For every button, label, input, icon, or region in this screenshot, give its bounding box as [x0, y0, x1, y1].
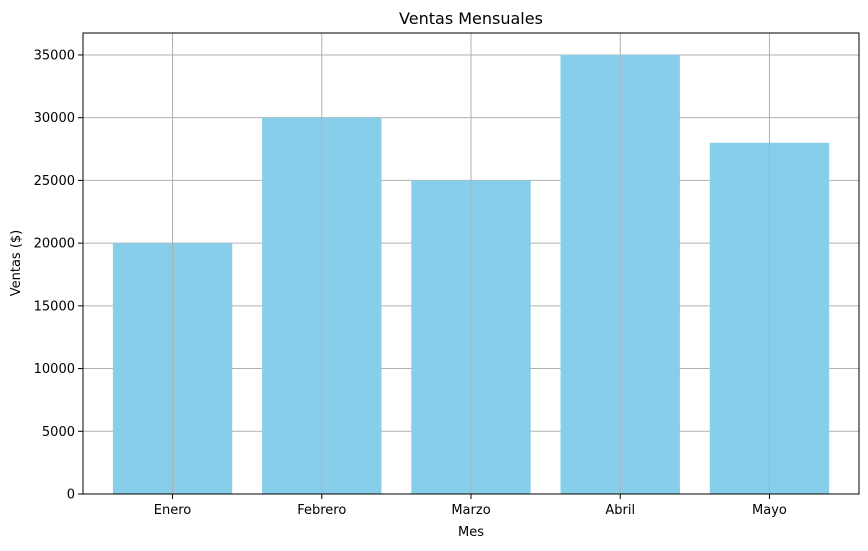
- x-tick-label: Marzo: [451, 503, 490, 518]
- x-tick-label: Enero: [154, 503, 192, 518]
- x-tick-label: Febrero: [297, 503, 346, 518]
- y-tick-label: 25000: [34, 174, 75, 189]
- y-tick-label: 0: [67, 488, 75, 503]
- chart-title: Ventas Mensuales: [399, 9, 543, 28]
- y-tick-label: 5000: [42, 425, 75, 440]
- x-axis-label: Mes: [458, 525, 484, 540]
- vertical-grid-lines: [172, 33, 770, 494]
- y-tick-label: 35000: [34, 48, 75, 63]
- y-tick-label: 15000: [34, 299, 75, 314]
- x-axis-ticks: Enero Febrero Marzo Abril Mayo: [154, 494, 787, 518]
- x-tick-label: Mayo: [752, 503, 787, 518]
- y-axis-label: Ventas ($): [9, 230, 24, 297]
- y-tick-label: 20000: [34, 237, 75, 252]
- y-axis-ticks: 0 5000 10000 15000 20000 25000 30000 35000: [34, 48, 83, 503]
- y-tick-label: 30000: [34, 111, 75, 126]
- y-tick-label: 10000: [34, 362, 75, 377]
- x-tick-label: Abril: [605, 503, 635, 518]
